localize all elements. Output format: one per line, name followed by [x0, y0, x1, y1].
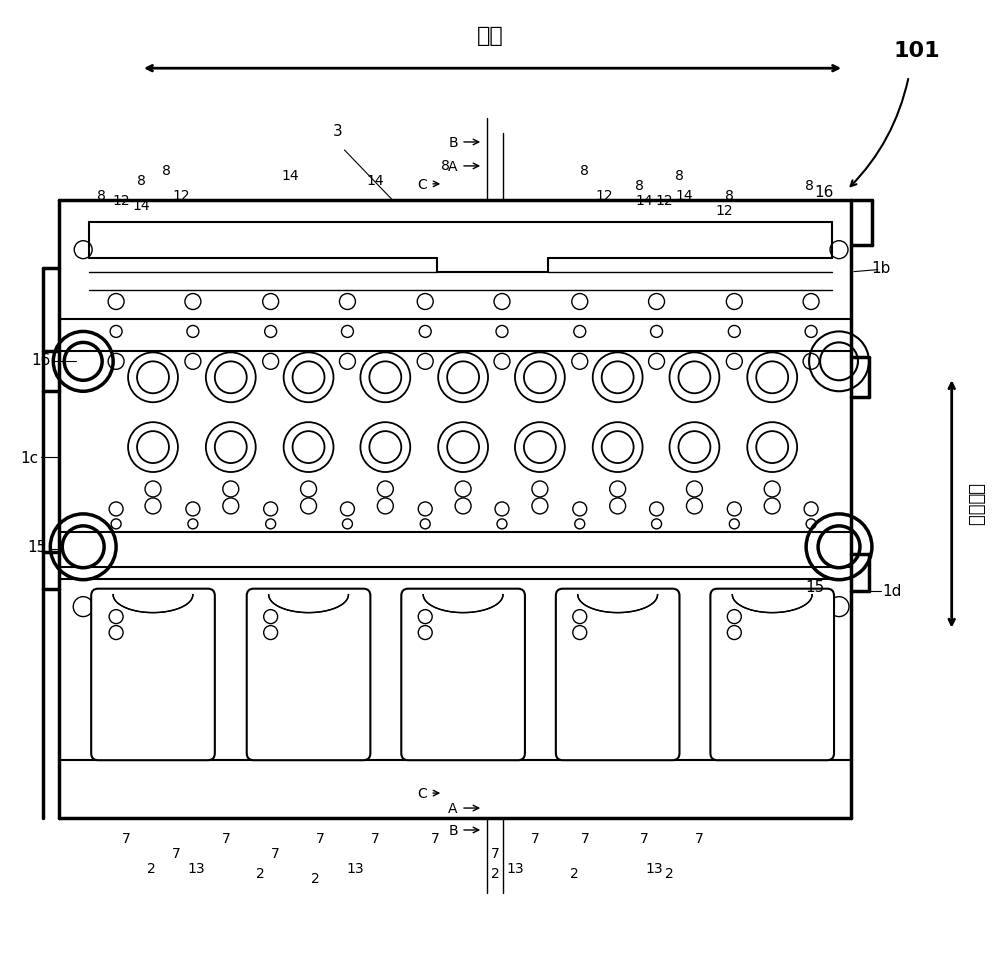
Text: 15: 15: [28, 540, 47, 554]
Text: 2: 2: [665, 866, 674, 880]
Text: 12: 12: [716, 204, 733, 217]
Text: 13: 13: [187, 861, 205, 875]
FancyBboxPatch shape: [401, 589, 525, 760]
FancyBboxPatch shape: [556, 589, 679, 760]
Text: 7: 7: [371, 831, 380, 845]
Text: 16: 16: [32, 353, 51, 367]
Text: 12: 12: [656, 193, 673, 208]
Ellipse shape: [269, 613, 348, 661]
Text: 2: 2: [147, 861, 155, 875]
Text: A: A: [448, 801, 458, 815]
FancyBboxPatch shape: [91, 589, 215, 760]
Text: 2: 2: [570, 866, 579, 880]
Text: 1c: 1c: [20, 450, 38, 465]
Text: 7: 7: [640, 831, 649, 845]
Text: 8: 8: [162, 163, 170, 178]
Text: 7: 7: [491, 846, 499, 860]
Text: 7: 7: [316, 831, 325, 845]
Text: 7: 7: [122, 831, 130, 845]
Text: 2: 2: [311, 871, 320, 885]
Text: B: B: [448, 136, 458, 150]
Text: 7: 7: [172, 846, 180, 860]
Text: 16: 16: [814, 185, 834, 200]
Text: 7: 7: [431, 831, 440, 845]
Text: 7: 7: [271, 846, 280, 860]
Text: 7: 7: [531, 831, 539, 845]
Text: 8: 8: [441, 159, 450, 173]
Text: 13: 13: [506, 861, 524, 875]
Text: 8: 8: [137, 174, 145, 187]
Text: 2: 2: [256, 866, 265, 880]
Text: 14: 14: [282, 169, 299, 183]
Text: 8: 8: [675, 169, 684, 183]
Ellipse shape: [578, 613, 658, 661]
Text: 12: 12: [172, 188, 190, 203]
Text: 7: 7: [221, 831, 230, 845]
Ellipse shape: [423, 613, 503, 661]
Text: 15: 15: [805, 579, 825, 595]
Text: 14: 14: [132, 199, 150, 212]
Text: 8: 8: [97, 188, 106, 203]
Text: 8: 8: [635, 179, 644, 192]
Ellipse shape: [732, 613, 812, 661]
Text: B: B: [448, 824, 458, 837]
Text: 宽度方向: 宽度方向: [967, 483, 985, 526]
Text: 14: 14: [676, 188, 693, 203]
Text: 1d: 1d: [882, 583, 902, 599]
Text: 13: 13: [347, 861, 364, 875]
Text: 8: 8: [580, 163, 589, 178]
Text: C: C: [417, 178, 427, 191]
Text: 2: 2: [491, 866, 499, 880]
Text: 1b: 1b: [871, 260, 891, 276]
Text: 14: 14: [367, 174, 384, 187]
Text: 7: 7: [580, 831, 589, 845]
Ellipse shape: [113, 613, 193, 661]
Text: 3: 3: [333, 123, 342, 138]
Text: 8: 8: [805, 179, 814, 192]
Text: 12: 12: [596, 188, 614, 203]
Text: 8: 8: [725, 188, 734, 203]
Text: 101: 101: [893, 41, 940, 62]
FancyBboxPatch shape: [710, 589, 834, 760]
Text: 13: 13: [646, 861, 663, 875]
Text: 纵向: 纵向: [477, 26, 503, 46]
Text: 14: 14: [636, 193, 653, 208]
FancyBboxPatch shape: [247, 589, 370, 760]
Text: C: C: [417, 786, 427, 801]
Text: 12: 12: [112, 193, 130, 208]
Text: A: A: [448, 160, 458, 174]
Text: 7: 7: [695, 831, 704, 845]
